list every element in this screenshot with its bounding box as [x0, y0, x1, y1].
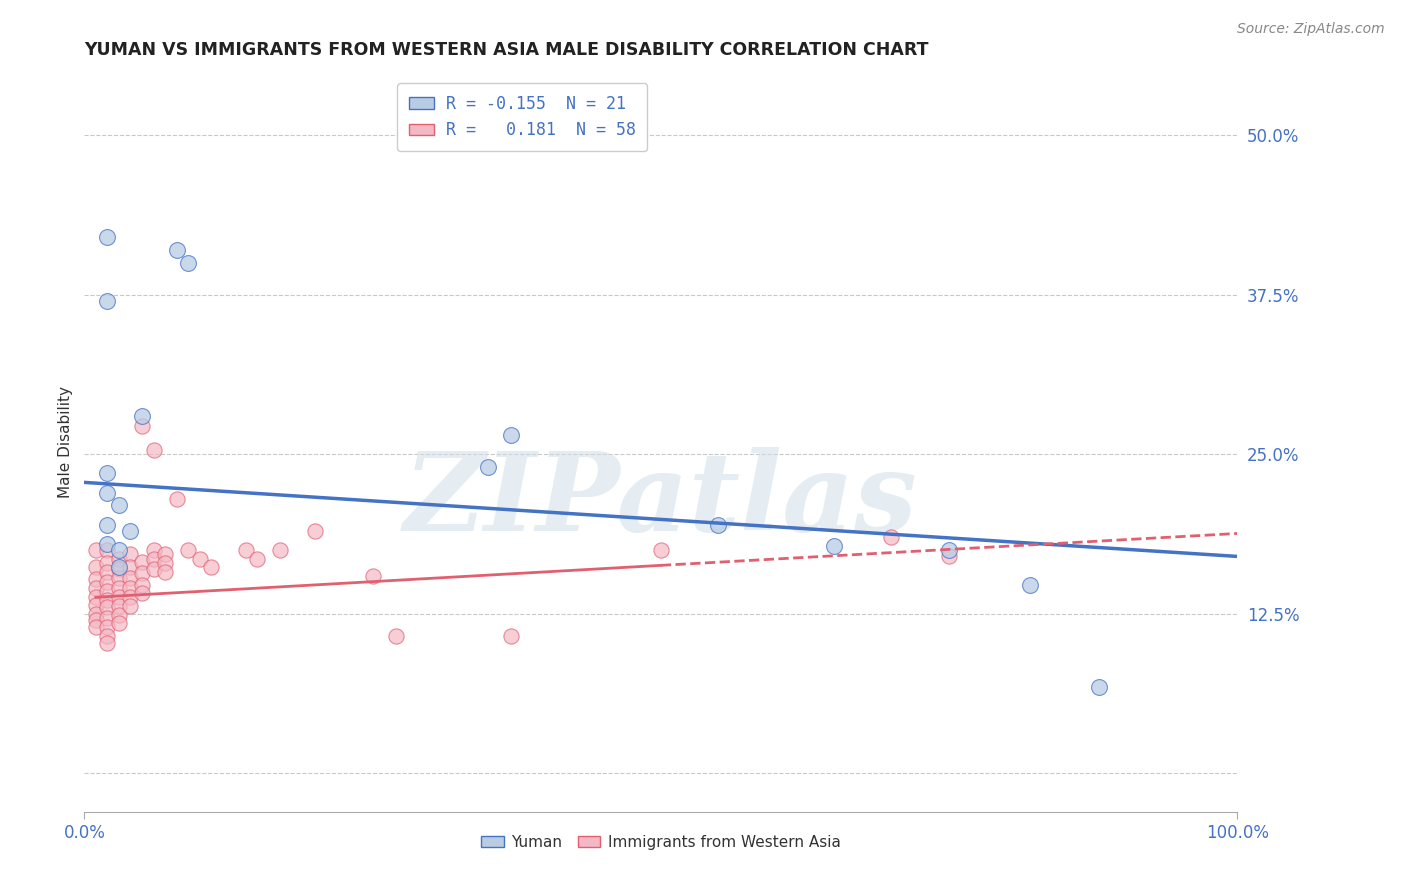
Point [96, 629, 118, 643]
Point [384, 629, 406, 643]
Point [96, 583, 118, 598]
Point [177, 543, 200, 558]
Text: YUMAN VS IMMIGRANTS FROM WESTERN ASIA MALE DISABILITY CORRELATION CHART: YUMAN VS IMMIGRANTS FROM WESTERN ASIA MA… [84, 41, 929, 59]
Point [131, 577, 153, 591]
Point [880, 530, 903, 544]
Point [96, 230, 118, 244]
Point [153, 565, 176, 579]
Point [142, 443, 165, 458]
Point [142, 562, 165, 576]
Point [108, 582, 131, 596]
Point [84, 598, 107, 612]
Point [96, 574, 118, 589]
Point [166, 491, 188, 506]
Point [120, 559, 142, 574]
Point [120, 599, 142, 614]
Point [120, 582, 142, 596]
Point [108, 591, 131, 605]
Point [246, 552, 269, 566]
Point [499, 629, 522, 643]
Point [84, 613, 107, 627]
Point [108, 608, 131, 623]
Text: ZIPatlas: ZIPatlas [404, 447, 918, 555]
Point [108, 552, 131, 566]
Point [84, 607, 107, 621]
Point [177, 256, 200, 270]
Point [153, 556, 176, 570]
Point [142, 552, 165, 566]
Point [108, 559, 131, 574]
Point [96, 610, 118, 624]
Point [108, 615, 131, 630]
Point [938, 549, 960, 564]
Point [477, 460, 499, 475]
Point [166, 243, 188, 257]
Point [938, 543, 960, 558]
Point [1088, 680, 1111, 694]
Point [131, 409, 153, 423]
Point [120, 571, 142, 585]
Point [84, 543, 107, 558]
Point [96, 485, 118, 500]
Point [96, 600, 118, 615]
Point [108, 599, 131, 614]
Point [120, 547, 142, 561]
Point [96, 517, 118, 532]
Point [96, 592, 118, 607]
Point [108, 499, 131, 513]
Point [131, 419, 153, 434]
Point [96, 536, 118, 550]
Point [131, 586, 153, 600]
Legend: Yuman, Immigrants from Western Asia: Yuman, Immigrants from Western Asia [475, 829, 846, 856]
Point [1018, 577, 1040, 591]
Point [96, 636, 118, 650]
Point [96, 467, 118, 481]
Point [84, 619, 107, 633]
Text: Source: ZipAtlas.com: Source: ZipAtlas.com [1237, 22, 1385, 37]
Point [512, 128, 534, 143]
Point [707, 517, 730, 532]
Point [131, 555, 153, 569]
Point [84, 559, 107, 574]
Point [142, 543, 165, 558]
Point [96, 294, 118, 309]
Point [153, 547, 176, 561]
Point [120, 524, 142, 538]
Point [108, 543, 131, 558]
Point [131, 566, 153, 580]
Point [235, 543, 257, 558]
Point [823, 539, 845, 553]
Point [269, 543, 291, 558]
Point [200, 559, 222, 574]
Point [361, 568, 384, 582]
Point [96, 619, 118, 633]
Point [96, 543, 118, 558]
Point [96, 565, 118, 579]
Y-axis label: Male Disability: Male Disability [58, 385, 73, 498]
Point [120, 591, 142, 605]
Point [84, 591, 107, 605]
Point [108, 571, 131, 585]
Point [84, 573, 107, 587]
Point [188, 552, 211, 566]
Point [304, 524, 326, 538]
Point [96, 556, 118, 570]
Point [650, 543, 672, 558]
Point [499, 428, 522, 442]
Point [108, 562, 131, 576]
Point [84, 582, 107, 596]
